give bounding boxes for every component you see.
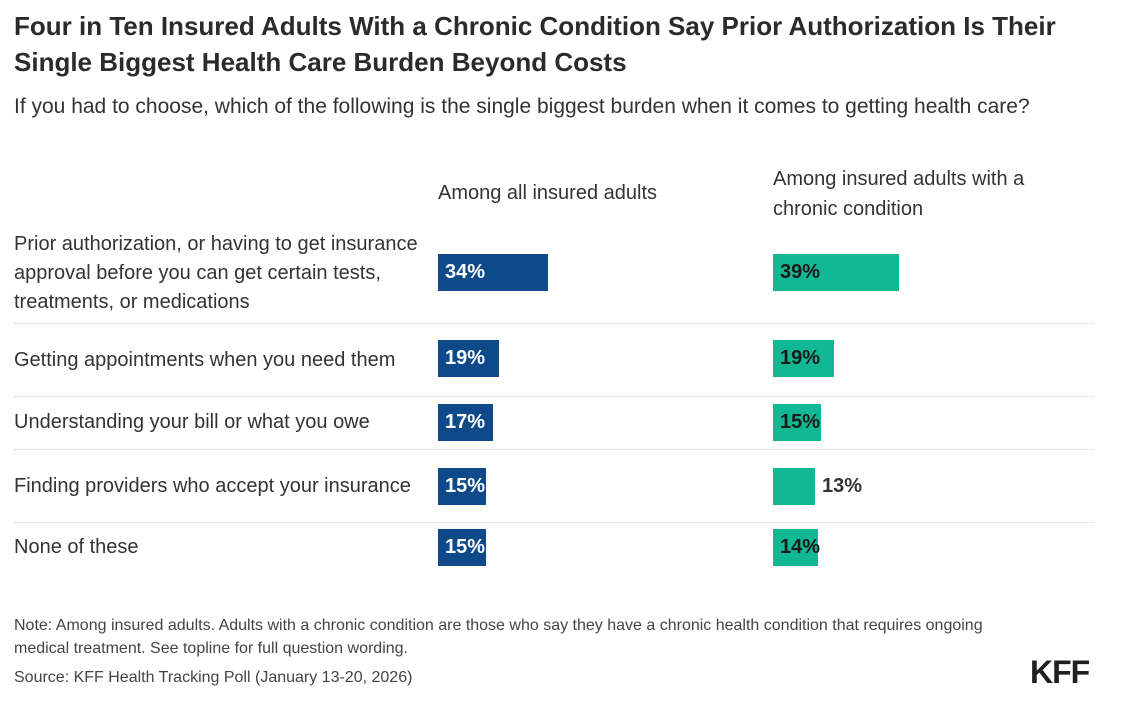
data-label: 19% <box>780 346 821 369</box>
series-header-chronic-condition: Among insured adults with a chronic cond… <box>773 168 1025 220</box>
kff-logo: KFF <box>1030 654 1090 690</box>
bar <box>438 467 486 505</box>
row-divider <box>14 323 1094 324</box>
data-label: 19% <box>445 346 486 369</box>
category-label: Finding providers who accept your insura… <box>14 474 411 497</box>
category-label: Prior authorization, or having to get in… <box>14 232 418 313</box>
category-label: Getting appointments when you need them <box>14 348 396 371</box>
bar <box>438 403 493 441</box>
bar <box>438 339 499 377</box>
row-divider <box>14 396 1094 397</box>
category-label: None of these <box>14 535 139 558</box>
data-label: 15% <box>445 535 486 558</box>
series-header-all-insured: Among all insured adults <box>438 182 658 204</box>
data-label: 13% <box>822 474 863 497</box>
bar <box>773 467 815 505</box>
bar <box>773 253 899 291</box>
data-label: 15% <box>780 410 821 433</box>
bar <box>438 528 486 566</box>
chart-note: Note: Among insured adults. Adults with … <box>14 617 983 657</box>
data-label: 15% <box>445 474 486 497</box>
row-divider <box>14 522 1094 523</box>
bar <box>773 339 834 377</box>
data-label: 39% <box>780 260 821 283</box>
bar <box>773 528 818 566</box>
category-label: Understanding your bill or what you owe <box>14 410 370 433</box>
data-label: 17% <box>445 410 486 433</box>
chart-title: Four in Ten Insured Adults With a Chroni… <box>14 11 1056 77</box>
row-divider <box>14 449 1094 450</box>
bar <box>438 253 548 291</box>
chart-source: Source: KFF Health Tracking Poll (Januar… <box>14 669 413 686</box>
chart-subtitle: If you had to choose, which of the follo… <box>14 95 1030 118</box>
bar <box>773 403 821 441</box>
data-label: 34% <box>445 260 486 283</box>
data-label: 14% <box>780 535 821 558</box>
